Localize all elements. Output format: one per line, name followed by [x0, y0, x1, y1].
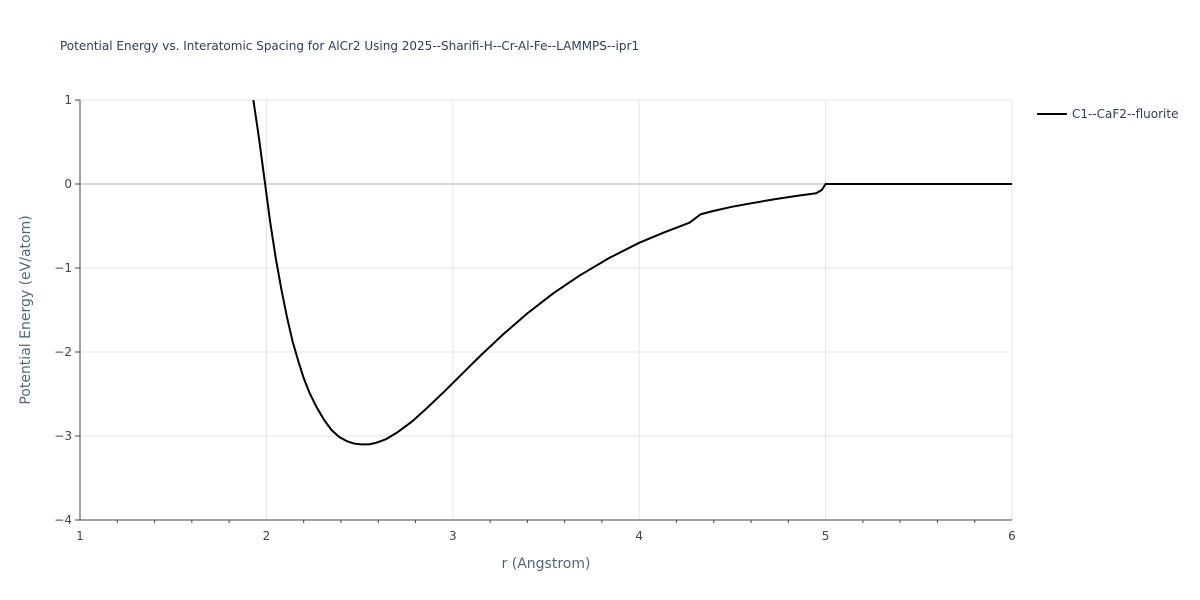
- x-tick-label: 5: [822, 529, 830, 543]
- legend: C1--CaF2--fluorite: [1037, 107, 1178, 121]
- y-tick-label: 0: [64, 177, 72, 191]
- y-tick-label: −3: [54, 429, 72, 443]
- y-tick-label: −4: [54, 513, 72, 527]
- chart-title: Potential Energy vs. Interatomic Spacing…: [60, 39, 639, 53]
- x-tick-label: 6: [1008, 529, 1016, 543]
- legend-label: C1--CaF2--fluorite: [1072, 107, 1178, 121]
- x-tick-label: 1: [76, 529, 84, 543]
- y-tick-label: −2: [54, 345, 72, 359]
- y-axis-title: Potential Energy (eV/atom): [18, 215, 34, 404]
- x-axis-title: r (Angstrom): [502, 556, 591, 572]
- y-tick-label: 1: [64, 93, 72, 107]
- x-tick-label: 2: [263, 529, 271, 543]
- data-series: [252, 99, 1012, 446]
- x-tick-label: 3: [449, 529, 457, 543]
- y-tick-label: −1: [54, 261, 72, 275]
- x-tick-label: 4: [635, 529, 643, 543]
- series-line: [252, 99, 1012, 446]
- axes: 1 2 3 4 5 6 −4 −3 −2 −1 0 1: [54, 93, 1016, 543]
